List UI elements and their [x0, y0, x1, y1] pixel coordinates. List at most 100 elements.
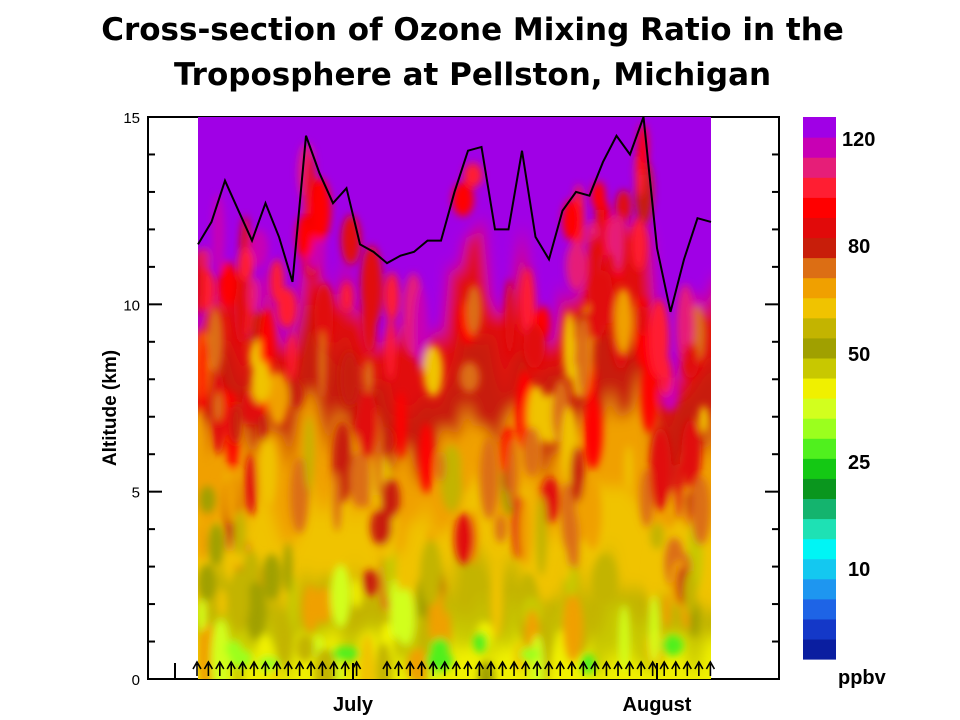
ozone-blob	[407, 648, 429, 679]
sounding-arrow	[567, 660, 577, 676]
ozone-blob	[330, 564, 351, 628]
ozone-blob	[380, 477, 400, 520]
ozone-blob	[460, 435, 470, 493]
ozone-blob	[302, 584, 320, 633]
ozone-blob	[648, 299, 669, 378]
ozone-blob	[435, 451, 445, 482]
ozone-blob	[507, 438, 518, 508]
ozone-blob	[583, 394, 603, 470]
sounding-arrow	[636, 660, 646, 676]
ozone-blob	[619, 604, 630, 672]
ozone-blob	[317, 330, 327, 399]
sounding-arrow	[294, 660, 305, 676]
colorbar-swatch	[803, 257, 836, 279]
sounding-arrow	[329, 660, 339, 676]
sounding-arrow	[520, 660, 531, 676]
ozone-blob	[624, 445, 633, 492]
ozone-blob	[690, 476, 711, 546]
ozone-blob	[314, 283, 334, 350]
sounding-arrow	[272, 660, 282, 676]
ozone-blob	[198, 330, 209, 414]
ozone-blob	[660, 356, 672, 397]
ozone-blob	[245, 581, 267, 640]
ozone-blob	[615, 190, 632, 223]
ozone-blob	[562, 592, 583, 662]
ozone-blob	[207, 523, 225, 566]
ozone-blob	[233, 263, 248, 346]
sounding-arrow	[405, 660, 415, 676]
sounding-arrow	[283, 660, 293, 676]
ozone-blob	[414, 287, 428, 371]
colorbar-swatch	[803, 337, 836, 359]
ozone-blob	[244, 453, 257, 517]
sounding-arrow	[590, 660, 600, 676]
ozone-blob	[269, 259, 284, 303]
ozone-blob	[340, 351, 359, 406]
ozone-blob	[198, 249, 204, 316]
ozone-blob	[640, 468, 654, 528]
ozone-blob	[198, 599, 207, 632]
ozone-blob	[309, 178, 331, 242]
sounding-arrow	[624, 660, 635, 676]
sounding-arrow	[226, 660, 236, 676]
colorbar-swatch	[803, 598, 836, 620]
ozone-blob	[698, 405, 710, 434]
sounding-arrow	[393, 660, 404, 676]
ozone-blob	[504, 278, 515, 359]
y-tick-label: 10	[123, 297, 140, 314]
ozone-blob	[650, 523, 664, 550]
ozone-blob	[395, 391, 407, 459]
ozone-blob	[649, 595, 660, 664]
colorbar-swatch	[803, 157, 836, 178]
colorbar-swatch	[803, 578, 836, 600]
sounding-arrow	[260, 660, 271, 676]
ozone-blob	[262, 553, 282, 601]
colorbar-swatch	[803, 438, 836, 459]
colorbar-swatch	[803, 137, 836, 158]
sounding-arrow	[647, 660, 658, 676]
ozone-blob	[557, 556, 570, 582]
ozone-blob	[276, 287, 298, 329]
sounding-arrow	[486, 660, 496, 676]
ozone-blob	[673, 463, 684, 521]
ozone-blob	[283, 542, 293, 594]
colorbar-swatch	[803, 478, 836, 500]
ozone-blob	[207, 307, 224, 373]
colorbar-swatch	[803, 237, 836, 259]
ozone-blob	[419, 422, 434, 494]
colorbar-swatch	[803, 518, 836, 540]
ozone-blob	[217, 588, 227, 617]
ozone-blob	[683, 570, 697, 616]
ozone-blob	[267, 371, 289, 426]
sounding-arrow	[578, 660, 589, 676]
ozone-blob	[212, 194, 225, 272]
ozone-blob	[562, 199, 581, 242]
sounding-arrow	[544, 660, 554, 676]
sounding-arrow	[351, 660, 362, 676]
ozone-blob	[631, 217, 647, 271]
sounding-arrow	[382, 660, 392, 676]
colorbar-swatch	[803, 618, 836, 640]
sounding-arrow	[705, 660, 716, 676]
sounding-arrow	[440, 660, 450, 676]
colorbar-swatch	[803, 297, 836, 319]
chart-title: Cross-section of Ozone Mixing Ratio in t…	[0, 8, 945, 98]
ozone-blob	[523, 323, 546, 369]
ozone-blob-low	[430, 638, 450, 658]
ozone-blob	[356, 391, 379, 458]
ozone-blob	[285, 380, 303, 408]
colorbar-label-10: 10	[848, 559, 870, 581]
ozone-blob	[363, 358, 374, 394]
sounding-arrow	[497, 660, 508, 676]
sounding-arrow	[317, 660, 328, 676]
ozone-blob	[452, 182, 474, 217]
sounding-arrow	[694, 660, 704, 676]
ozone-blob-low	[473, 632, 488, 654]
ozone-blob	[384, 272, 400, 322]
ozone-blob	[635, 304, 647, 337]
sounding-arrow	[451, 660, 461, 676]
colorbar-swatch	[803, 498, 836, 520]
ozone-blob	[459, 361, 480, 393]
sounding-arrow	[463, 660, 473, 676]
